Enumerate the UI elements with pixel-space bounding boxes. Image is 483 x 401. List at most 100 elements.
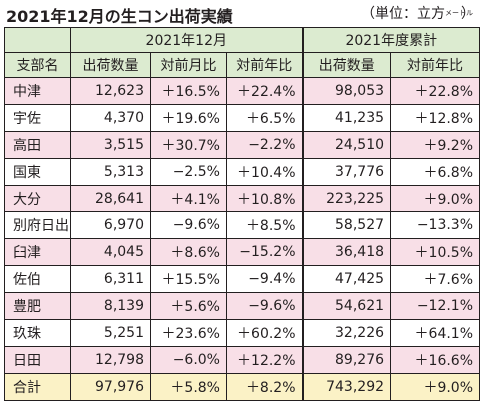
cell-cum-shipment: 98,053 (301, 77, 392, 105)
cell-cum-shipment: 32,226 (301, 319, 392, 347)
cell-yoy: ＋8.5% (225, 211, 304, 240)
table-row: 臼津 4,045 ＋8.6% −15.2% 36,418 ＋10.5% (4, 238, 481, 267)
cell-cum-yoy: ＋9.0% (390, 184, 481, 213)
cell-branch-name: 大分 (4, 184, 71, 213)
unit-label: （単位：立方メートル） (361, 3, 475, 23)
shipment-table: 2021年12月 2021年度累計 支部名 出荷数量 対前月比 対前年比 出荷数… (4, 27, 481, 401)
cell-cum-shipment: 41,235 (301, 103, 392, 132)
cell-mom: ＋8.6% (150, 238, 227, 267)
cell-cum-yoy: ＋22.8% (390, 77, 481, 105)
page-title: 2021年12月の生コン出荷実績 (6, 7, 233, 26)
cell-cum-shipment: 89,276 (301, 345, 392, 374)
cell-mom: ＋15.5% (150, 265, 227, 294)
table-row: 佐伯 6,311 ＋15.5% −9.4% 47,425 ＋7.6% (4, 265, 481, 294)
cell-branch-name: 豊肥 (4, 292, 71, 321)
cell-cum-shipment: 54,621 (301, 292, 392, 321)
group-header-row: 2021年12月 2021年度累計 (4, 27, 481, 53)
cell-cum-shipment: 24,510 (301, 130, 392, 159)
cell-yoy: ＋10.8% (225, 184, 304, 213)
cell-cum-shipment: 223,225 (301, 184, 392, 213)
cell-yoy: ＋10.4% (225, 157, 304, 186)
cell-branch-name: 玖珠 (4, 319, 71, 347)
cell-yoy: ＋6.5% (225, 103, 304, 132)
unit-small: メートル (445, 9, 473, 17)
cell-cum-yoy: ＋7.6% (390, 265, 481, 294)
cell-mom: ＋5.6% (150, 292, 227, 321)
table-row: 国東 5,313 −2.5% ＋10.4% 37,776 ＋6.8% (4, 157, 481, 186)
cell-shipment: 5,251 (70, 319, 151, 347)
total-row: 合計 97,976 ＋5.8% ＋8.2% 743,292 ＋9.0% (4, 372, 481, 401)
total-yoy: ＋8.2% (225, 372, 304, 401)
cell-branch-name: 中津 (4, 77, 71, 105)
cell-mom: −2.5% (150, 157, 227, 186)
cell-mom: ＋19.6% (150, 103, 227, 132)
group-header-empty (4, 27, 71, 53)
total-shipment: 97,976 (70, 372, 151, 401)
cell-yoy: −9.6% (225, 292, 304, 321)
cell-branch-name: 別府日出 (4, 211, 71, 240)
cell-mom: −6.0% (150, 345, 227, 374)
table-row: 別府日出 6,970 −9.6% ＋8.5% 58,527 −13.3% (4, 211, 481, 240)
table-row: 玖珠 5,251 ＋23.6% ＋60.2% 32,226 ＋64.1% (4, 319, 481, 347)
cell-shipment: 6,311 (70, 265, 151, 294)
cell-cum-shipment: 36,418 (301, 238, 392, 267)
cell-branch-name: 高田 (4, 130, 71, 159)
cell-shipment: 6,970 (70, 211, 151, 240)
total-mom: ＋5.8% (150, 372, 227, 401)
cell-yoy: −15.2% (225, 238, 304, 267)
cell-mom: ＋4.1% (150, 184, 227, 213)
table-row: 日田 12,798 −6.0% ＋12.2% 89,276 ＋16.6% (4, 345, 481, 374)
cell-branch-name: 臼津 (4, 238, 71, 267)
cell-shipment: 28,641 (70, 184, 151, 213)
table-row: 中津 12,623 ＋16.5% ＋22.4% 98,053 ＋22.8% (4, 77, 481, 105)
cell-cum-yoy: −12.1% (390, 292, 481, 321)
cell-shipment: 4,045 (70, 238, 151, 267)
total-label: 合計 (4, 372, 71, 401)
cell-cum-yoy: ＋64.1% (390, 319, 481, 347)
cell-shipment: 4,370 (70, 103, 151, 132)
unit-suffix: ） (461, 6, 475, 22)
cell-yoy: ＋12.2% (225, 345, 304, 374)
cell-yoy: −9.4% (225, 265, 304, 294)
cell-shipment: 12,623 (70, 77, 151, 105)
cell-cum-yoy: ＋16.6% (390, 345, 481, 374)
cell-cum-shipment: 47,425 (301, 265, 392, 294)
cell-cum-yoy: ＋10.5% (390, 238, 481, 267)
table-row: 高田 3,515 ＋30.7% −2.2% 24,510 ＋9.2% (4, 130, 481, 159)
cell-branch-name: 国東 (4, 157, 71, 186)
unit-prefix: （単位：立方 (361, 6, 445, 22)
cell-branch-name: 宇佐 (4, 103, 71, 132)
col-header-branch: 支部名 (4, 52, 71, 78)
cell-mom: ＋23.6% (150, 319, 227, 347)
col-header-cum-shipment: 出荷数量 (301, 52, 392, 78)
cell-yoy: ＋60.2% (225, 319, 304, 347)
cell-cum-yoy: ＋12.8% (390, 103, 481, 132)
cell-mom: −9.6% (150, 211, 227, 240)
cell-branch-name: 佐伯 (4, 265, 71, 294)
cell-mom: ＋16.5% (150, 77, 227, 105)
col-header-cum-yoy: 対前年比 (390, 52, 481, 78)
cell-mom: ＋30.7% (150, 130, 227, 159)
total-cum-yoy: ＋9.0% (390, 372, 481, 401)
cell-yoy: ＋22.4% (225, 77, 304, 105)
table-row: 豊肥 8,139 ＋5.6% −9.6% 54,621 −12.1% (4, 292, 481, 321)
cell-shipment: 5,313 (70, 157, 151, 186)
cell-shipment: 12,798 (70, 345, 151, 374)
cell-cum-yoy: ＋6.8% (390, 157, 481, 186)
cell-cum-shipment: 58,527 (301, 211, 392, 240)
table-body: 中津 12,623 ＋16.5% ＋22.4% 98,053 ＋22.8% 宇佐 4,370 ＋… (4, 77, 481, 374)
group-header-month: 2021年12月 (69, 27, 304, 53)
col-header-yoy: 対前年比 (225, 52, 304, 78)
group-header-cumulative: 2021年度累計 (301, 27, 481, 53)
col-header-shipment: 出荷数量 (70, 52, 151, 78)
col-header-mom: 対前月比 (150, 52, 227, 78)
total-cum-shipment: 743,292 (301, 372, 392, 401)
table-row: 大分 28,641 ＋4.1% ＋10.8% 223,225 ＋9.0% (4, 184, 481, 213)
cell-shipment: 8,139 (70, 292, 151, 321)
cell-branch-name: 日田 (4, 345, 71, 374)
cell-cum-yoy: −13.3% (390, 211, 481, 240)
cell-shipment: 3,515 (70, 130, 151, 159)
cell-cum-yoy: ＋9.2% (390, 130, 481, 159)
cell-cum-shipment: 37,776 (301, 157, 392, 186)
table-row: 宇佐 4,370 ＋19.6% ＋6.5% 41,235 ＋12.8% (4, 103, 481, 132)
